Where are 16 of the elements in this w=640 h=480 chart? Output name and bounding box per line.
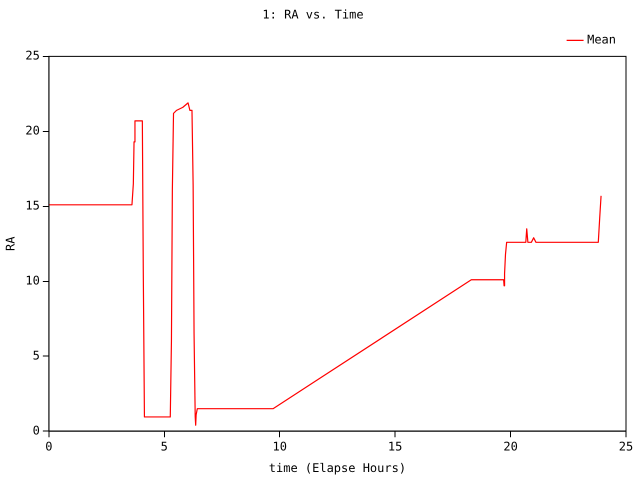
x-tick-label: 25: [618, 440, 634, 454]
chart-title: 1: RA vs. Time: [262, 7, 364, 22]
x-tick-label: 20: [503, 440, 518, 454]
x-tick-label: 15: [388, 440, 402, 454]
legend-label: Mean: [587, 32, 616, 47]
y-tick-label: 5: [32, 348, 40, 362]
y-tick-label: 0: [32, 423, 40, 438]
y-axis-title: RA: [3, 236, 18, 252]
x-tick-label: 5: [160, 440, 168, 454]
y-tick-label: 15: [25, 198, 40, 212]
x-tick-label: 10: [272, 440, 287, 454]
x-axis-title: time (Elapse Hours): [268, 460, 406, 475]
y-tick-label: 25: [25, 48, 40, 63]
y-tick-label: 20: [25, 123, 40, 138]
y-tick-label: 10: [25, 273, 40, 288]
x-tick-label: 0: [45, 440, 52, 454]
